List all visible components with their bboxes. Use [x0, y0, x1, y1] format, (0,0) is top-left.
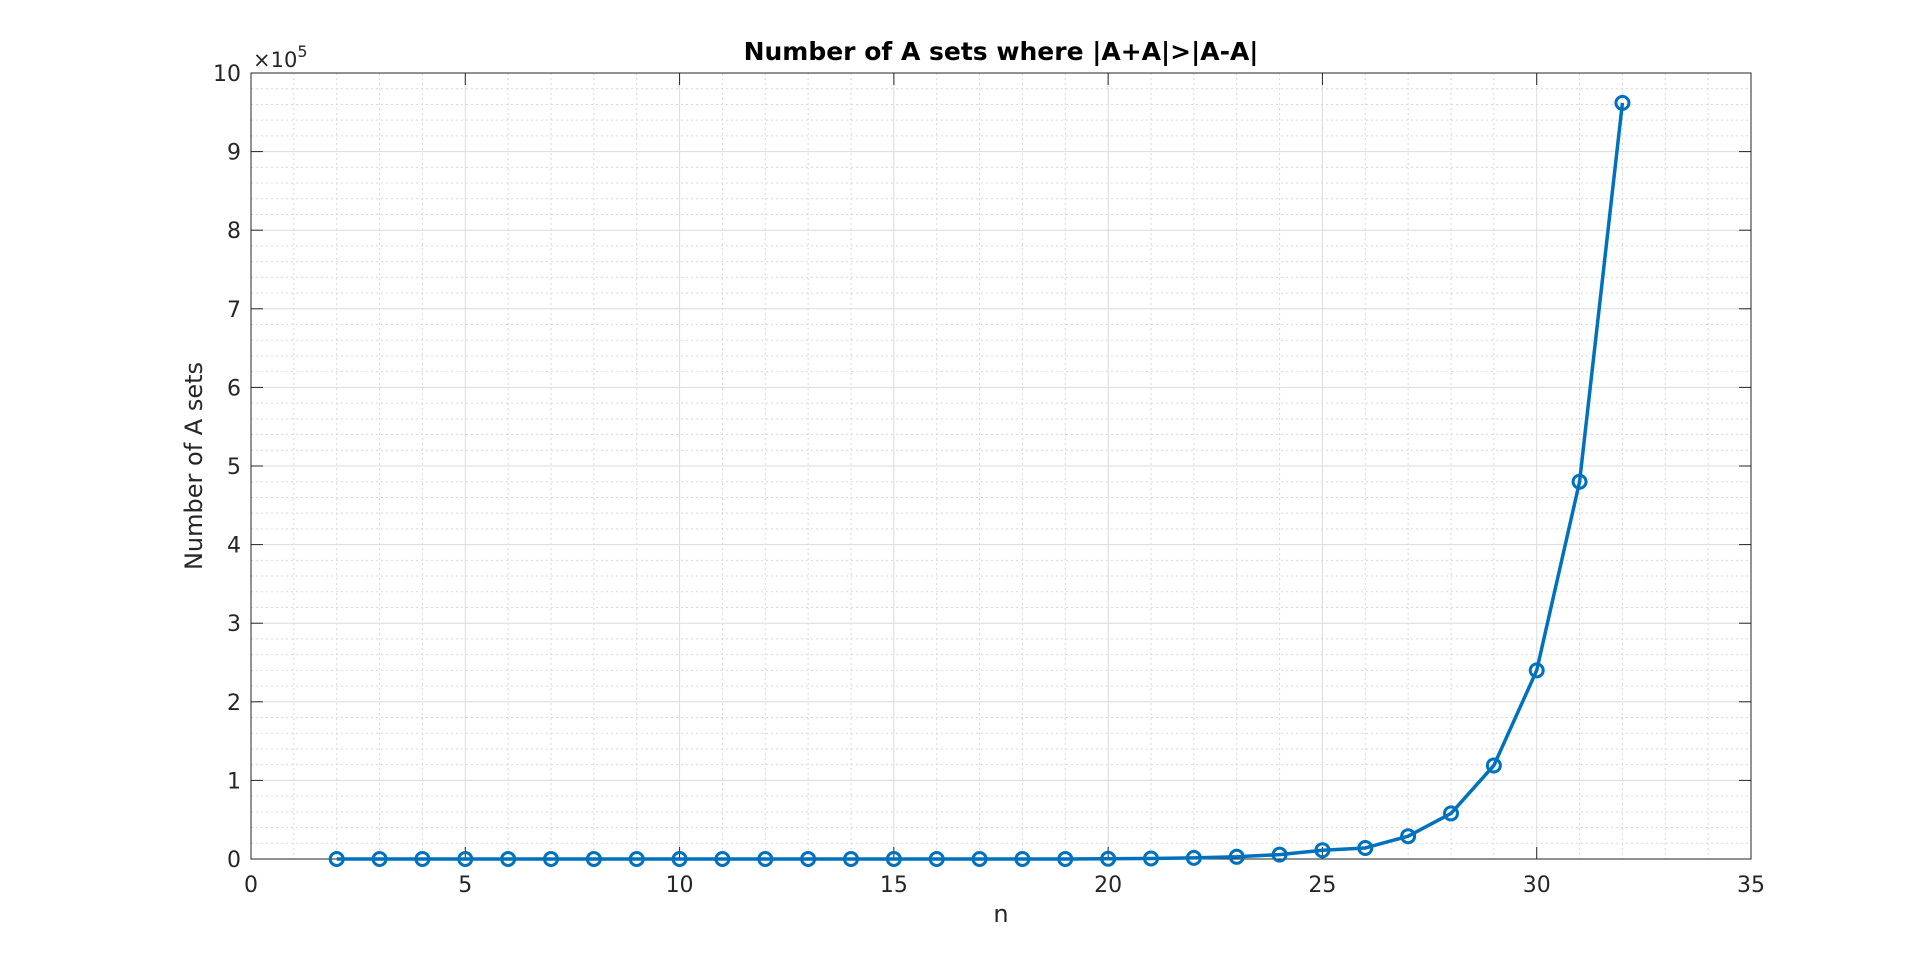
data-point — [1185, 849, 1202, 866]
y-tick-label: 10 — [213, 62, 241, 87]
data-point — [1528, 662, 1545, 679]
y-tick-label: 2 — [227, 691, 241, 716]
data-point — [1100, 850, 1117, 867]
y-tick-label: 8 — [227, 219, 241, 244]
x-axis-label: n — [993, 900, 1008, 928]
y-tick-label: 1 — [227, 769, 241, 794]
y-tick-label: 9 — [227, 141, 241, 166]
data-point — [543, 851, 559, 867]
y-tick-label: 3 — [227, 612, 241, 637]
y-tick-label: 6 — [227, 376, 241, 401]
axis-ticks — [250, 72, 1752, 860]
x-tick-labels: 0 5 10 15 20 25 30 35 — [244, 873, 1765, 898]
series-line — [336, 102, 1625, 861]
y-tick-label: 5 — [227, 455, 241, 480]
data-point — [1357, 839, 1374, 856]
data-point — [1614, 94, 1631, 111]
data-point — [1400, 828, 1417, 845]
chart-title: Number of A sets where |A+A|>|A-A| — [744, 37, 1259, 66]
y-exponent-base: ×10 — [253, 48, 297, 72]
data-point — [800, 851, 817, 867]
data-point — [843, 851, 859, 867]
data-point — [971, 851, 988, 867]
data-point — [1014, 851, 1031, 867]
data-point — [757, 851, 774, 867]
data-point — [1271, 846, 1288, 863]
x-tick-label: 25 — [1308, 873, 1336, 898]
x-tick-label: 15 — [880, 873, 908, 898]
data-point — [1057, 851, 1074, 867]
x-tick-label: 30 — [1523, 873, 1551, 898]
data-point — [1143, 850, 1159, 867]
x-tick-label: 5 — [458, 873, 472, 898]
x-tick-label: 10 — [666, 873, 694, 898]
minor-grid — [251, 73, 1751, 859]
data-point — [328, 851, 345, 867]
y-tick-label: 0 — [227, 848, 241, 873]
y-exponent-label: ×105 — [253, 42, 308, 72]
data-point — [1571, 473, 1588, 490]
data-point — [885, 851, 902, 867]
x-tick-label: 35 — [1737, 873, 1765, 898]
y-tick-label: 7 — [227, 298, 241, 323]
data-point — [1228, 848, 1245, 865]
data-point — [1485, 757, 1502, 774]
data-point — [371, 851, 388, 867]
data-point — [500, 851, 517, 867]
y-axis-label: Number of A sets — [180, 362, 208, 570]
data-point — [1314, 842, 1331, 859]
y-tick-label: 4 — [227, 534, 241, 559]
data-point — [628, 851, 645, 867]
data-point — [714, 851, 731, 867]
y-exponent-power: 5 — [297, 42, 307, 61]
data-point — [1443, 805, 1459, 822]
data-point — [585, 851, 602, 867]
y-tick-labels: 0 1 2 3 4 5 6 7 8 9 10 — [213, 62, 241, 873]
data-point — [414, 851, 431, 867]
data-point — [671, 851, 688, 867]
x-tick-label: 20 — [1094, 873, 1122, 898]
series-layer — [328, 94, 1631, 867]
x-tick-label: 0 — [244, 873, 258, 898]
data-point — [928, 851, 945, 867]
data-point — [457, 851, 474, 867]
